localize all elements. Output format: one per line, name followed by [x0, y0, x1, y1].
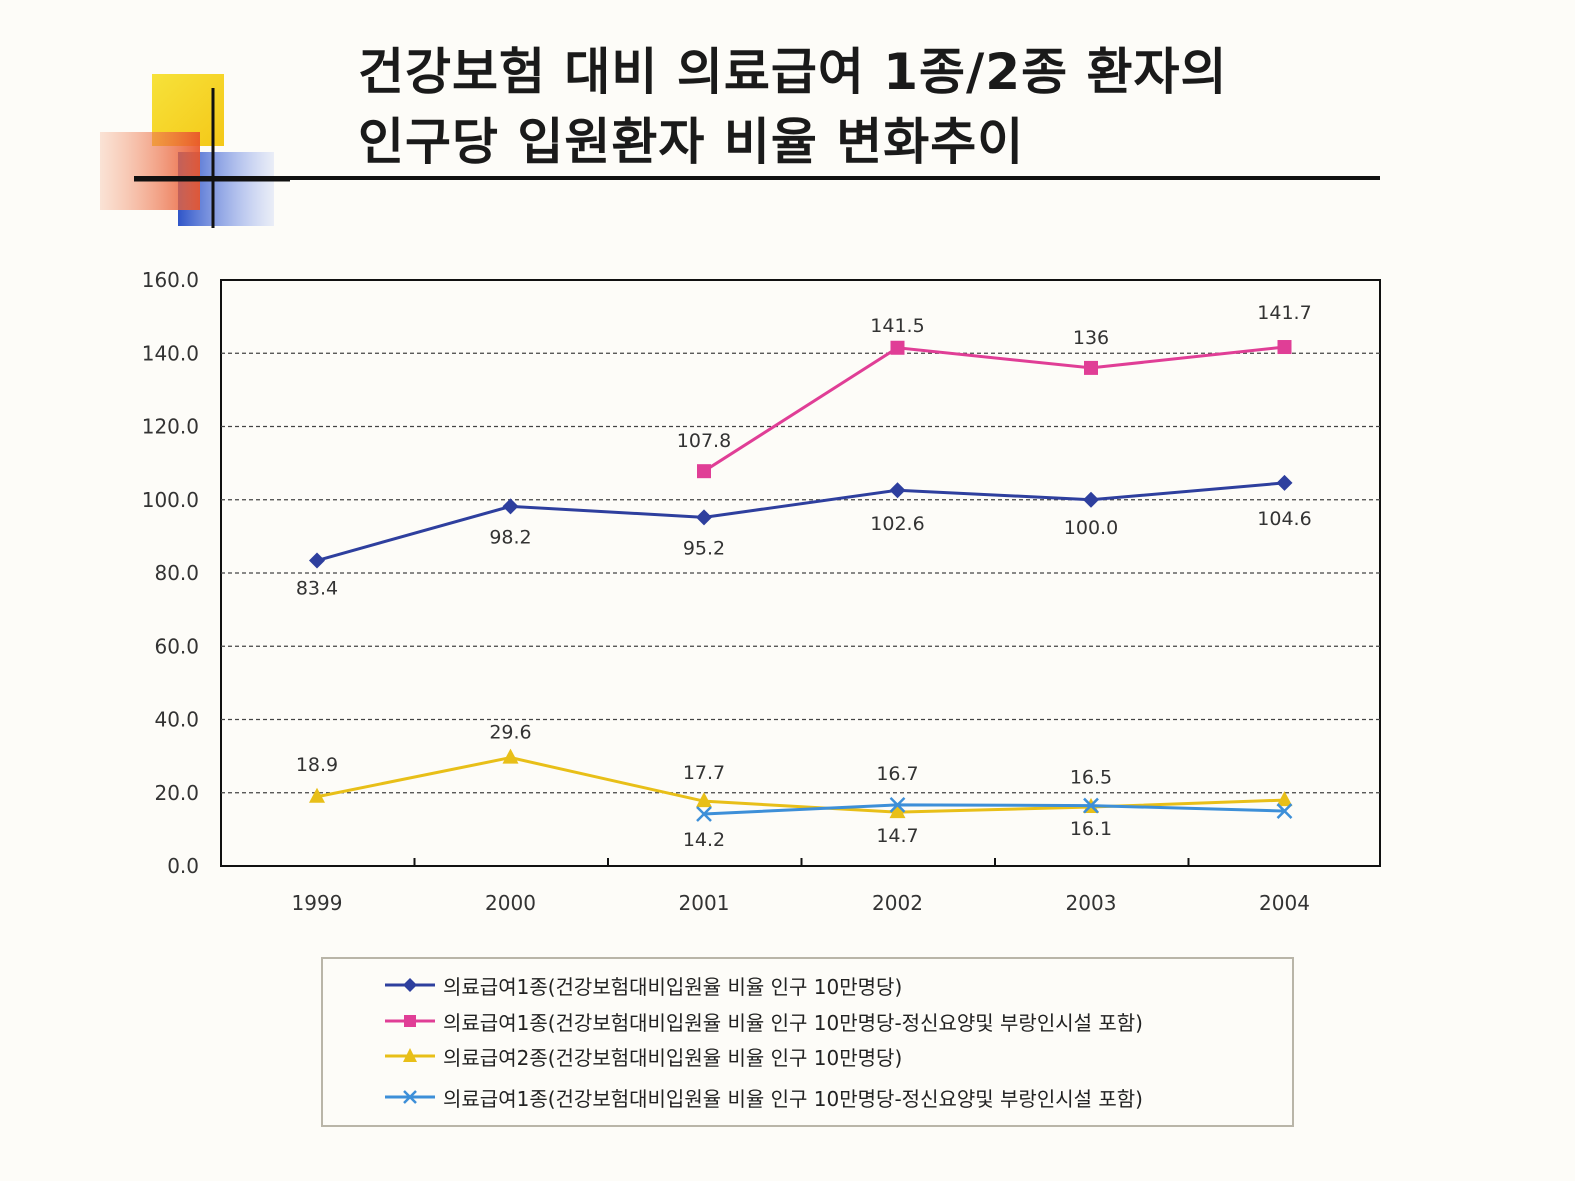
- line-chart: 0.0 20.0 40.0 60.0 80.0 100.0 120.0 140.0 160.0 1…: [142, 268, 1381, 915]
- legend-swatch-square-icon: [385, 1015, 435, 1027]
- data-label: 141.5: [870, 315, 924, 337]
- chart-title-line-1: 건강보험 대비 의료급여 1종/2종 환자의: [358, 43, 1228, 101]
- data-point-square: [890, 340, 905, 355]
- data-point-diamond: [502, 498, 519, 515]
- data-label: 102.6: [870, 513, 924, 535]
- data-point-triangle: [1276, 791, 1293, 807]
- x-tick-label: 2004: [1259, 891, 1310, 915]
- data-point-diamond: [1276, 474, 1293, 491]
- data-point-x: [696, 806, 712, 822]
- y-tick-label: 160.0: [142, 268, 199, 292]
- data-label: 16.1: [1070, 818, 1112, 840]
- data-point-square: [1084, 360, 1098, 375]
- data-point-diamond: [1083, 491, 1099, 508]
- data-label: 14.7: [876, 825, 918, 847]
- data-point-square: [1277, 340, 1292, 355]
- data-point-triangle: [309, 787, 325, 803]
- chart-legend: 의료급여1종(건강보험대비입원율 비율 인구 10만명당) 의료급여1종(건강보…: [321, 957, 1294, 1127]
- data-label: 104.6: [1257, 508, 1311, 530]
- legend-swatch-diamond-icon: [385, 978, 435, 992]
- data-label: 95.2: [683, 537, 725, 559]
- legend-label-series-1: 의료급여1종(건강보험대비입원율 비율 인구 10만명당): [443, 974, 903, 999]
- y-tick-label: 0.0: [167, 854, 199, 878]
- y-tick-label: 20.0: [154, 781, 199, 805]
- legend-label-series-3: 의료급여2종(건강보험대비입원율 비율 인구 10만명당): [443, 1045, 903, 1070]
- chart-title-line-2: 인구당 입원환자 비율 변화추이: [358, 113, 1025, 171]
- data-label: 18.9: [296, 754, 338, 776]
- series-line-2: [703, 345, 1285, 473]
- legend-item-series-4: 의료급여1종(건강보험대비입원율 비율 인구 10만명당-정신요양및 부랑인시설…: [383, 1082, 1143, 1112]
- data-point-triangle: [889, 803, 906, 819]
- data-label: 16.5: [1070, 767, 1112, 789]
- plot-area-frame: [220, 279, 1381, 867]
- data-point-triangle: [696, 792, 712, 808]
- data-point-diamond: [696, 509, 712, 526]
- data-label: 98.2: [489, 526, 531, 548]
- legend-swatch-x-icon: [385, 1090, 435, 1104]
- legend-item-series-2: 의료급여1종(건강보험대비입원율 비율 인구 10만명당-정신요양및 부랑인시설…: [383, 1006, 1143, 1036]
- y-tick-label: 100.0: [142, 488, 199, 512]
- title-underline: [134, 176, 1380, 180]
- legend-item-series-1: 의료급여1종(건강보험대비입원율 비율 인구 10만명당): [383, 970, 902, 1000]
- data-label: 141.7: [1257, 302, 1311, 324]
- x-tick-label: 1999: [292, 891, 343, 915]
- legend-swatch-triangle-icon: [385, 1048, 435, 1062]
- series-line-1: [316, 481, 1285, 562]
- data-point-square: [697, 464, 711, 479]
- data-point-diamond: [889, 482, 906, 499]
- x-tick-label: 2002: [872, 891, 923, 915]
- data-label: 14.2: [683, 829, 725, 851]
- legend-item-series-3: 의료급여2종(건강보험대비입원율 비율 인구 10만명당): [383, 1041, 902, 1071]
- data-point-triangle: [502, 748, 519, 764]
- y-tick-label: 120.0: [142, 415, 199, 439]
- data-label: 17.7: [683, 762, 725, 784]
- data-label: 16.7: [876, 763, 918, 785]
- data-label: 107.8: [677, 430, 731, 452]
- x-tick-label: 2001: [679, 891, 730, 915]
- x-tick-label: 2003: [1066, 891, 1117, 915]
- data-point-x: [889, 796, 906, 813]
- data-point-x: [1083, 797, 1099, 814]
- title-decoration: [100, 74, 290, 228]
- data-label: 83.4: [296, 578, 338, 600]
- data-point-x: [1276, 803, 1293, 819]
- y-tick-label: 40.0: [154, 708, 199, 732]
- data-label: 136: [1073, 327, 1109, 349]
- y-tick-label: 60.0: [154, 634, 199, 658]
- legend-label-series-4: 의료급여1종(건강보험대비입원율 비율 인구 10만명당-정신요양및 부랑인시설…: [443, 1086, 1143, 1111]
- y-tick-label: 80.0: [154, 561, 199, 585]
- data-label: 100.0: [1064, 517, 1118, 539]
- series-line-4: [703, 803, 1285, 816]
- x-tick-label: 2000: [485, 891, 536, 915]
- data-label: 29.6: [489, 722, 531, 744]
- series-line-3: [316, 756, 1285, 814]
- y-tick-label: 140.0: [142, 341, 199, 365]
- data-point-diamond: [309, 552, 325, 569]
- legend-label-series-2: 의료급여1종(건강보험대비입원율 비율 인구 10만명당-정신요양및 부랑인시설…: [443, 1010, 1143, 1035]
